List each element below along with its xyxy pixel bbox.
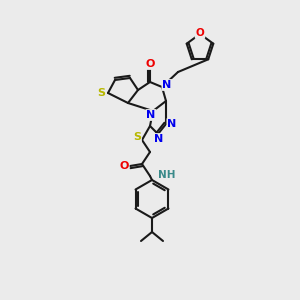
Text: N: N [167, 119, 177, 129]
Text: S: S [133, 132, 141, 142]
Text: N: N [146, 110, 156, 120]
Text: S: S [97, 88, 105, 98]
Text: N: N [154, 134, 164, 144]
Text: O: O [196, 28, 204, 38]
Text: N: N [162, 80, 172, 90]
Text: NH: NH [158, 170, 175, 180]
Text: O: O [145, 59, 155, 69]
Text: O: O [119, 161, 129, 171]
